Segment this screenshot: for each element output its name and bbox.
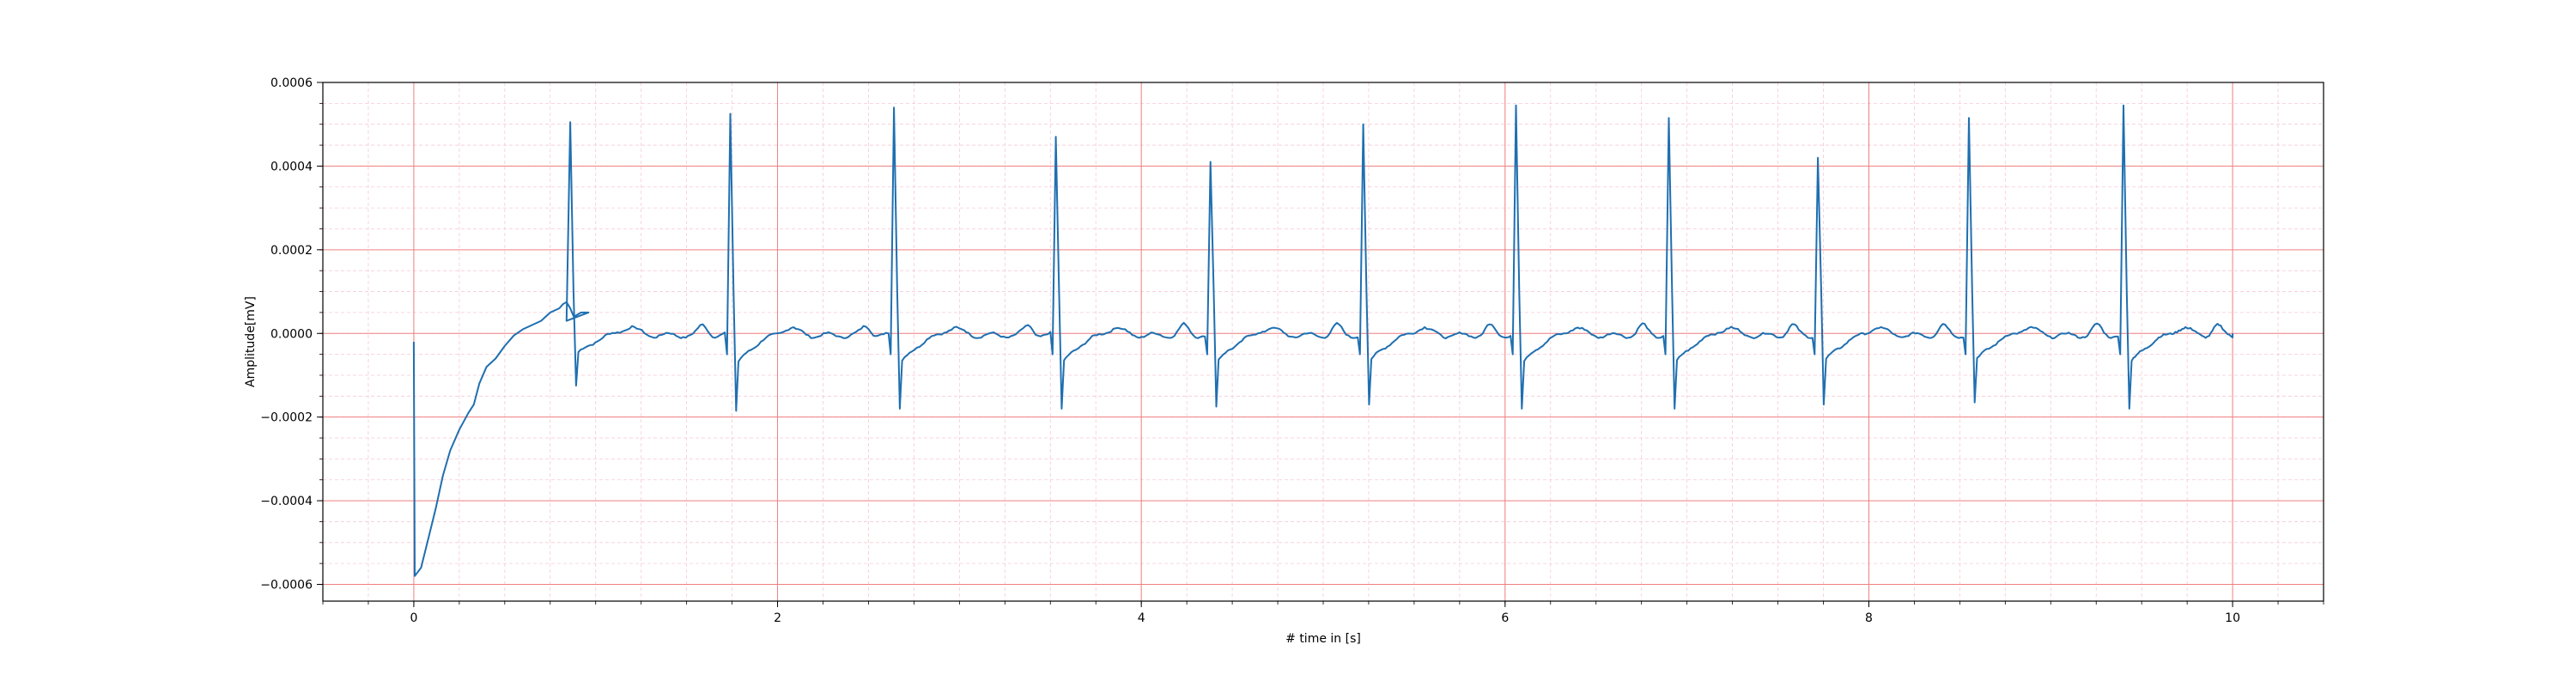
minor-grid [322, 82, 2324, 601]
series-layer [412, 104, 2234, 577]
x-tick-label: 10 [2225, 611, 2240, 625]
y-tick-label: 0.0002 [270, 244, 313, 258]
y-tick-label: 0.0004 [270, 160, 313, 173]
x-axis-label: # time in [s] [1285, 632, 1361, 646]
ticks-layer: 0 2 4 6 8 10 −0.0006 −0.0004 −0.0002 0.0000 0.0002… [260, 76, 2324, 625]
ecg-series-line [412, 104, 2234, 577]
y-tick-label: −0.0006 [260, 579, 313, 593]
y-tick-label: −0.0002 [260, 411, 313, 425]
x-tick-label: 6 [1501, 611, 1509, 625]
y-tick-label: 0.0000 [270, 327, 313, 341]
x-tick-label: 4 [1138, 611, 1145, 625]
major-grid [323, 82, 2324, 601]
y-axis-label: Amplitude[mV] [244, 296, 258, 387]
x-tick-label: 2 [774, 611, 781, 625]
x-tick-label: 0 [410, 611, 417, 625]
y-tick-label: 0.0006 [270, 76, 313, 90]
x-tick-label: 8 [1865, 611, 1873, 625]
y-tick-label: −0.0004 [260, 495, 313, 508]
